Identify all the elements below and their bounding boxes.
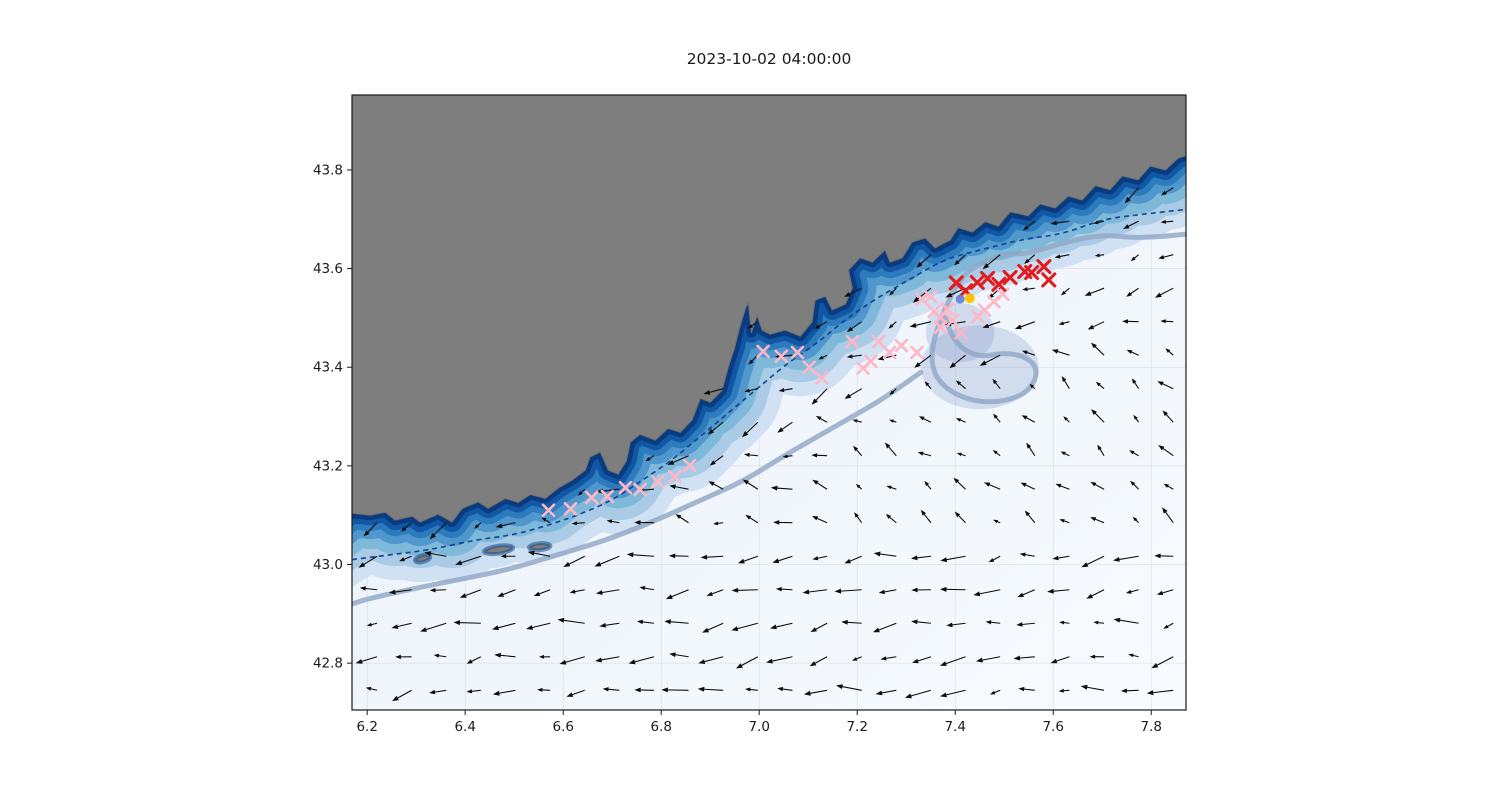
red-track-point: [991, 276, 1007, 292]
pink-track-point: [541, 503, 556, 518]
island: [412, 552, 433, 565]
red-track-point: [1036, 259, 1052, 275]
blue-marker-point: [955, 294, 965, 304]
pink-track-point: [933, 320, 948, 335]
pink-track-point: [864, 354, 878, 369]
map-layers: [352, 95, 1186, 710]
y-tick-label: 42.8: [313, 656, 343, 672]
pink-track-point: [633, 482, 647, 497]
pink-track-point: [650, 474, 665, 489]
isoline-dashed: [352, 208, 1186, 561]
pink-track-point: [668, 469, 682, 484]
x-tick-label: 6.8: [650, 719, 671, 735]
pink-track-point: [910, 345, 924, 360]
red-track-point: [969, 274, 985, 290]
pink-track-point: [995, 287, 1010, 302]
pink-track-point: [882, 345, 897, 360]
island: [526, 541, 553, 553]
y-tick-label: 43.8: [313, 162, 343, 178]
pink-track-point: [682, 458, 697, 473]
pink-track-point: [600, 489, 615, 504]
quiver-field: [355, 187, 1174, 702]
y-tick-label: 43.6: [313, 261, 343, 277]
x-tick-label: 7.8: [1140, 719, 1161, 735]
x-tick-label: 7.4: [944, 719, 965, 735]
plot-frame: [351, 94, 1187, 711]
plot-title: 2023-10-02 04:00:00: [686, 50, 852, 68]
red-track-point: [1024, 264, 1040, 281]
pink-track-point: [871, 334, 886, 349]
red-track-point: [1041, 272, 1057, 288]
pink-track: [541, 287, 1010, 518]
red-track-point: [1002, 269, 1018, 286]
pink-track-point: [894, 338, 909, 353]
yellow-marker: [964, 293, 975, 304]
y-tick-label: 43.0: [313, 557, 343, 573]
x-tick-label: 6.2: [356, 719, 377, 735]
pink-track-point: [618, 480, 633, 495]
pink-track-point: [954, 325, 968, 340]
pink-track-point: [790, 345, 805, 360]
blue-marker: [955, 294, 965, 304]
x-tick-label: 7.0: [748, 719, 769, 735]
axis-ticks: 6.2 6.4 6.6 6.8 7.0 7.2 7.4 7.6 7.8 42.8 43.0 43.2 4…: [313, 162, 1162, 735]
land-mass: [352, 95, 1186, 523]
island: [481, 543, 516, 557]
pink-track-point: [774, 349, 789, 364]
pink-track-point: [756, 344, 770, 359]
yellow-marker-point: [964, 293, 975, 304]
pink-track-point: [584, 490, 599, 505]
isoline-light: [929, 231, 1186, 405]
x-tick-label: 6.6: [552, 719, 573, 735]
x-tick-label: 7.2: [846, 719, 867, 735]
pink-track-point: [923, 289, 938, 304]
y-tick-label: 43.4: [313, 360, 343, 376]
red-track-point: [979, 270, 996, 287]
y-tick-label: 43.2: [313, 458, 343, 474]
pink-track-point: [945, 313, 960, 328]
pink-track-point: [940, 302, 955, 316]
red-track: [948, 259, 1057, 299]
pink-track-point: [815, 371, 829, 385]
pink-track-point: [802, 360, 816, 375]
isoline-light: [352, 369, 924, 607]
pink-track-point: [845, 334, 860, 349]
x-tick-label: 7.6: [1042, 719, 1063, 735]
x-tick-label: 6.4: [454, 719, 475, 735]
pink-track-point: [563, 501, 578, 516]
